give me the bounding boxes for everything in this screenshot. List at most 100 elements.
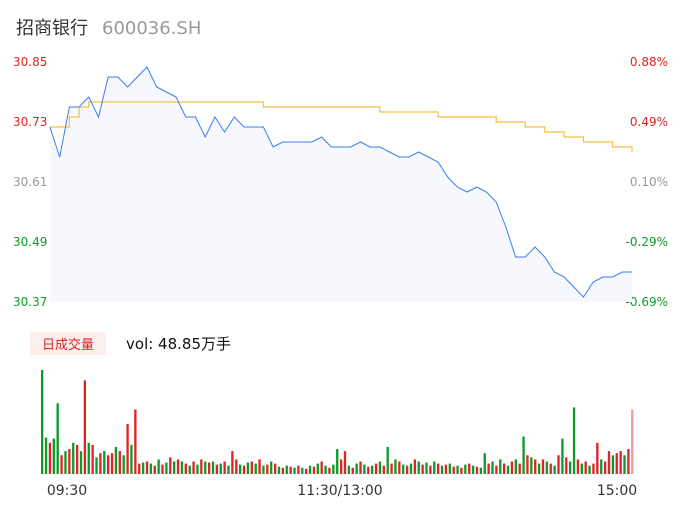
volume-bar [52,438,55,474]
volume-bar [122,455,125,474]
volume-bar [615,453,618,474]
volume-bar [339,459,343,474]
volume-bar [91,444,94,474]
volume-bar [464,464,467,474]
volume-bar [219,463,222,474]
volume-bar [316,463,319,474]
volume-bar [145,461,149,474]
volume-bar [242,465,246,474]
volume-bar [68,449,71,474]
volume-bar [231,451,234,474]
volume-bar [619,451,622,474]
volume-bar [417,461,420,474]
volume-bar [196,464,199,474]
volume-bar [250,461,253,474]
volume-bar [41,370,44,474]
y-tick-right: -0.29% [626,235,668,249]
volume-bar [180,461,184,474]
volume-readout: vol: 48.85万手 [126,335,232,353]
volume-bar [324,465,327,474]
volume-bar [56,403,59,474]
volume-bar [270,461,273,474]
volume-bar [363,464,366,474]
y-tick-left: 30.73 [13,115,47,129]
volume-bar [107,455,110,474]
volume-bar [308,465,312,474]
volume-bar [126,424,129,474]
volume-bar [44,437,48,474]
period-tab-daily-volume[interactable]: 日成交量 [30,332,107,355]
volume-bar [503,463,506,474]
volume-bar [429,465,432,474]
volume-bar [518,463,521,474]
volume-bar [402,464,405,474]
volume-bar [235,459,238,474]
volume-bar [479,467,483,474]
volume-bar [561,438,564,474]
volume-bar [437,463,440,474]
volume-bar [359,461,362,474]
volume-bar [347,465,351,474]
volume-bar [534,459,537,474]
volume-bar [565,457,568,474]
price-area [50,67,632,302]
volume-bar [405,465,409,474]
volume-bar [569,461,572,474]
avg-price-line [50,101,633,152]
y-tick-right: -0.69% [626,295,668,309]
volume-bar [130,444,133,474]
y-tick-right: 0.10% [630,175,668,189]
volume-bar [223,461,226,474]
volume-bar [258,459,261,474]
volume-bar [114,446,118,474]
price-chart: 30.85 0.88% 30.73 0.49% 30.61 0.10% 30.49 -0.29… [13,55,668,309]
volume-bar [499,459,502,474]
volume-bar [460,467,463,474]
volume-bar [246,462,250,474]
volume-bar [433,461,436,474]
volume-bar [305,468,308,474]
volume-bar [161,464,164,474]
volume-bar [495,465,498,474]
volume-bar [343,451,347,474]
volume-bar [584,461,587,474]
volume-bar [425,462,428,474]
volume-bar [173,461,176,474]
y-tick-left: 30.61 [13,175,47,189]
volume-bar [468,463,471,474]
volume-bar [87,442,90,474]
volume-header: 日成交量 vol: 48.85万手 [30,332,231,355]
volume-bar [328,467,331,474]
volume-bar [588,465,591,474]
volume-bar [72,442,75,474]
volume-bar [386,446,389,474]
volume-bar [491,461,494,474]
volume-bar [95,457,98,474]
volume-bar [541,459,545,474]
volume-bar [522,436,525,474]
volume-bar [254,463,257,474]
volume-bar [215,464,219,474]
volume-bar [48,442,52,474]
volume-bar [631,409,634,474]
x-tick-label: 09:30 [47,483,87,499]
volume-bar [576,459,580,474]
volume-bar [188,465,191,474]
volume-bar [169,457,172,474]
volume-bar [421,464,424,474]
volume-bar [600,459,603,474]
volume-bar [440,465,444,474]
volume-bar [184,463,187,474]
volume-bar [506,465,510,474]
volume-bar [277,466,281,474]
volume-bar [553,465,556,474]
volume-bar [176,459,180,474]
volume-bar [60,455,63,474]
volume-bar [514,459,517,474]
volume-bar [281,467,285,474]
volume-bar [603,461,607,474]
volume-bar [262,465,265,474]
volume-bar [149,463,153,474]
y-tick-right: 0.88% [630,55,668,69]
volume-bar [545,461,549,474]
